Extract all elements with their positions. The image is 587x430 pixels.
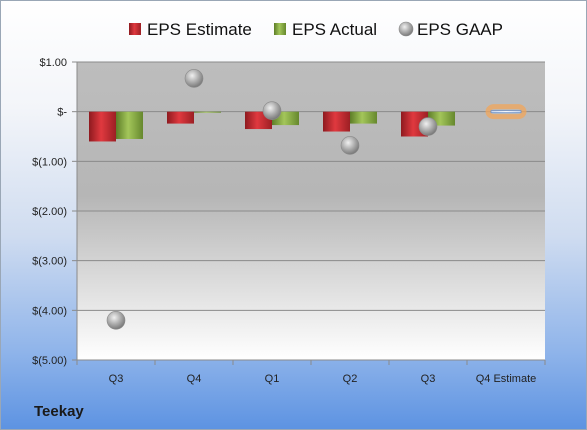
x-tick-label: Q3 bbox=[421, 373, 436, 385]
bar-series bbox=[89, 104, 527, 142]
estimate-highlight bbox=[485, 104, 527, 120]
actual-bar bbox=[350, 111, 377, 124]
company-name: Teekay bbox=[34, 403, 84, 420]
estimate-bar bbox=[323, 111, 350, 132]
legend-swatch bbox=[398, 21, 414, 37]
y-tick-label: $(1.00) bbox=[32, 156, 67, 168]
y-tick-label: $(3.00) bbox=[32, 256, 67, 268]
y-tick-label: $- bbox=[57, 107, 67, 119]
estimate-bar bbox=[167, 111, 194, 124]
x-tick-label: Q4 bbox=[187, 373, 202, 385]
legend-label: EPS Actual bbox=[292, 20, 377, 39]
legend-swatch bbox=[274, 23, 286, 35]
y-axis: $1.00 $- $(1.00) $(2.00) $(3.00) $(4.00) $(5.0… bbox=[32, 57, 78, 367]
gaap-point bbox=[418, 117, 438, 136]
gaap-points bbox=[106, 69, 438, 330]
y-tick-label: $1.00 bbox=[39, 57, 67, 69]
x-axis: Q3 Q4 Q1 Q2 Q3 Q4 Estimate bbox=[76, 360, 546, 385]
legend-label: EPS Estimate bbox=[147, 20, 252, 39]
x-tick-label: Q3 bbox=[109, 373, 124, 385]
estimate-bar bbox=[89, 111, 116, 142]
x-tick-label: Q2 bbox=[343, 373, 358, 385]
actual-bar bbox=[194, 111, 221, 113]
y-tick-label: $(2.00) bbox=[32, 206, 67, 218]
gaap-point bbox=[106, 310, 126, 330]
gaap-point bbox=[340, 136, 360, 155]
gaap-point bbox=[184, 69, 204, 88]
legend: EPS Estimate EPS Actual EPS GAAP bbox=[129, 20, 503, 39]
estimate-bar bbox=[490, 110, 522, 114]
legend-label: EPS GAAP bbox=[417, 20, 503, 39]
legend-swatch bbox=[129, 23, 141, 35]
gaap-point bbox=[262, 101, 282, 120]
x-tick-label: Q1 bbox=[265, 373, 280, 385]
actual-bar bbox=[116, 111, 143, 139]
y-tick-label: $(5.00) bbox=[32, 355, 67, 367]
y-tick-label: $(4.00) bbox=[32, 305, 67, 317]
x-tick-label: Q4 Estimate bbox=[476, 373, 537, 385]
